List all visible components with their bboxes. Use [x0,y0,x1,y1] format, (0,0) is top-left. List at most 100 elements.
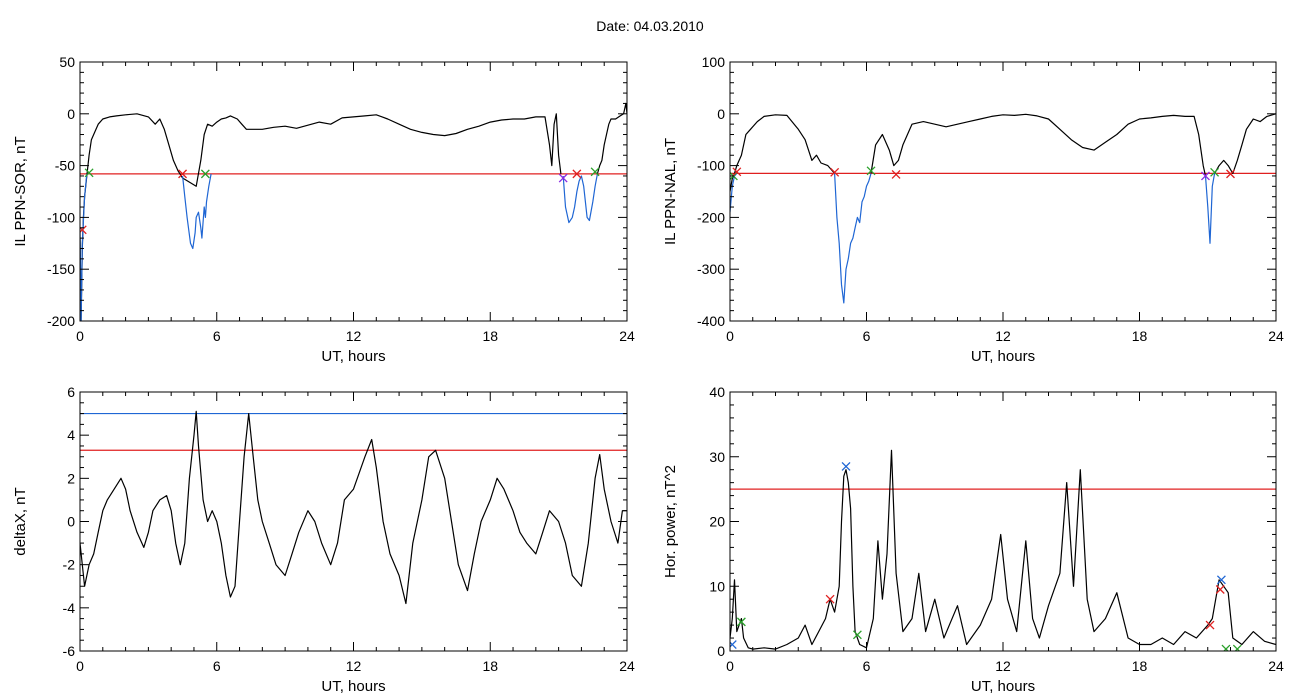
x-tick-label: 0 [76,658,84,674]
series-line [596,102,627,175]
event-marker [1221,644,1231,651]
plot-area [730,113,1276,304]
event-marker [830,167,840,177]
event-marker [891,169,901,179]
y-tick-label: -100 [47,209,75,225]
y-tick-label: 40 [709,384,725,400]
event-marker [572,169,582,179]
x-tick-label: 6 [863,328,871,344]
plot-area [730,449,1276,651]
y-tick-label: 6 [67,384,75,400]
x-axis-label: UT, hours [971,678,1035,695]
event-marker [1215,585,1225,594]
x-tick-label: 0 [76,328,84,344]
series-line [1204,173,1216,244]
y-tick-label: -300 [697,261,725,277]
event-marker [852,630,862,640]
x-tick-label: 24 [619,658,635,674]
y-axis-label: IL PPN-SOR, nT [12,136,29,246]
event-marker [1232,644,1242,651]
x-tick-label: 12 [995,658,1011,674]
axes-frame [79,61,628,322]
series-line [1214,113,1276,174]
x-tick-label: 6 [213,658,221,674]
y-tick-label: 30 [709,449,725,465]
event-marker [841,462,851,471]
y-tick-label: 100 [702,54,726,70]
event-marker [825,594,835,604]
x-tick-label: 18 [482,658,498,674]
event-marker [736,617,746,627]
x-tick-label: 24 [619,328,635,344]
event-marker [200,169,210,179]
y-tick-label: 0 [717,106,725,122]
event-marker [1226,169,1235,179]
y-axis-label: IL PPN-NAL, nT [662,138,679,245]
y-tick-label: -2 [63,557,76,573]
y-tick-label: 50 [59,54,75,70]
event-marker [1210,167,1220,177]
series-line [834,173,872,304]
event-marker [1201,171,1210,181]
y-tick-label: 2 [67,470,75,486]
event-marker [1216,575,1226,585]
x-tick-label: 12 [346,328,362,344]
series-line [562,173,598,224]
y-tick-label: 0 [67,106,75,122]
event-marker [80,225,87,235]
x-tick-label: 18 [1132,658,1148,674]
event-marker [558,173,568,183]
page-title: Date: 04.03.2010 [596,18,704,34]
x-tick-label: 0 [726,328,734,344]
panel-sor: 0 6 12 18 24 -200 -150 -100 -50 0 50 UT, hours IL PP… [12,54,635,365]
series-line [182,173,212,250]
x-tick-label: 24 [1268,658,1284,674]
y-tick-label: -150 [47,261,75,277]
y-tick-label: -4 [63,600,76,616]
event-marker [1205,620,1215,630]
event-marker [730,640,737,649]
series-line [80,113,562,321]
y-tick-label: 0 [717,643,725,659]
series-line [730,173,738,213]
y-tick-label: 0 [67,514,75,530]
x-axis-label: UT, hours [971,348,1035,365]
series-line [80,173,88,321]
x-tick-label: 18 [1132,328,1148,344]
y-tick-label: -50 [55,158,75,174]
x-axis-label: UT, hours [321,348,385,365]
plot-area [80,102,627,321]
event-marker [732,167,742,177]
y-tick-label: -200 [47,313,75,329]
y-tick-label: -6 [63,643,76,659]
y-axis-label: Hor. power, nT^2 [662,465,679,578]
y-tick-label: 4 [67,427,75,443]
y-tick-label: -100 [697,158,725,174]
y-tick-label: 20 [709,514,725,530]
x-tick-label: 6 [213,328,221,344]
event-marker [866,166,876,176]
event-marker [590,167,600,177]
x-tick-label: 0 [726,658,734,674]
event-marker [84,168,94,178]
axes-frame [729,391,1277,652]
event-marker [178,169,188,179]
series-line [730,114,836,192]
x-tick-label: 6 [863,658,871,674]
x-axis-label: UT, hours [321,678,385,695]
x-tick-label: 24 [1268,328,1284,344]
x-tick-label: 18 [482,328,498,344]
y-axis-label: deltaX, nT [12,487,29,555]
series-line [80,410,627,605]
x-tick-label: 12 [346,658,362,674]
axes-frame [79,391,628,652]
y-tick-label: -200 [697,209,725,225]
y-tick-label: 10 [709,578,725,594]
plot-area [80,410,627,605]
axes-frame [729,61,1277,322]
series-line [870,113,1207,177]
panel-nal: 0 6 12 18 24 -400 -300 -200 -100 0 100 UT, hours IL … [662,54,1284,365]
x-tick-label: 12 [995,328,1011,344]
